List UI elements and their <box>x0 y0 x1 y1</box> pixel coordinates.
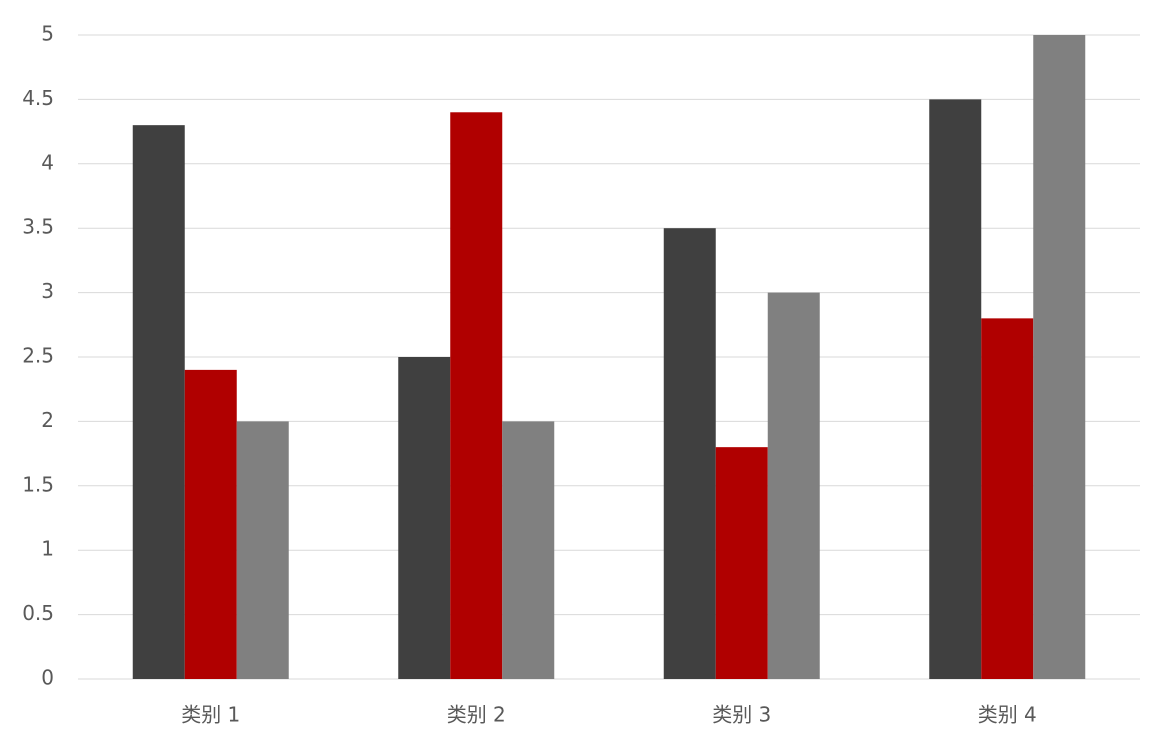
bar-series3-2 <box>502 421 555 679</box>
y-tick-label: 4 <box>41 150 54 174</box>
x-axis-category-labels: 类别 1 类别 2 类别 3 类别 4 <box>181 703 1037 727</box>
y-tick-label: 0.5 <box>22 601 54 625</box>
bar-series1-2 <box>398 357 451 679</box>
bar-series2-2 <box>450 112 503 679</box>
bar-series3-1 <box>236 421 289 679</box>
y-tick-label: 1.5 <box>22 472 54 496</box>
y-tick-label: 4.5 <box>22 86 54 110</box>
bar-series2-3 <box>715 447 768 679</box>
y-tick-label: 0 <box>41 666 54 690</box>
bar-series2-4 <box>981 318 1034 679</box>
bar-series1-3 <box>663 228 716 679</box>
x-category-label: 类别 4 <box>978 703 1037 727</box>
y-tick-label: 3 <box>41 279 54 303</box>
x-category-label: 类别 1 <box>181 703 240 727</box>
y-tick-label: 2.5 <box>22 344 54 368</box>
x-category-label: 类别 3 <box>712 703 771 727</box>
bar-series3-3 <box>767 292 820 679</box>
y-axis-tick-labels: 0 0.5 1 1.5 2 2.5 3 3.5 4 4.5 5 <box>22 22 54 690</box>
y-tick-label: 3.5 <box>22 215 54 239</box>
bar-series3-4 <box>1033 35 1086 679</box>
bar-series1-4 <box>929 99 982 679</box>
y-tick-label: 5 <box>41 22 54 46</box>
bar-series2-1 <box>184 369 237 679</box>
bar-series1-1 <box>132 125 185 679</box>
y-tick-label: 2 <box>41 408 54 432</box>
y-tick-label: 1 <box>41 537 54 561</box>
bars <box>132 35 1086 679</box>
x-category-label: 类别 2 <box>447 703 506 727</box>
